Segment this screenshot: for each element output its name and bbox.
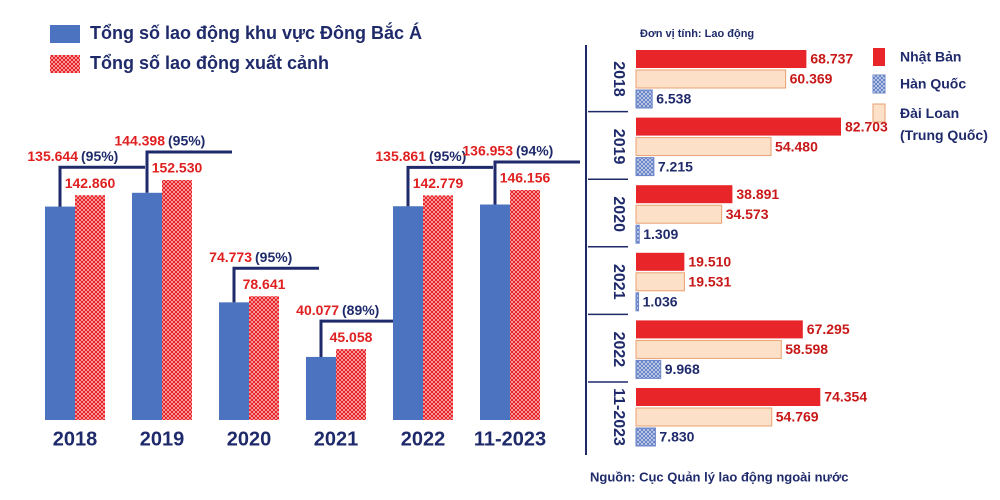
share-label: (95%) — [81, 148, 118, 164]
y-tick-label: 11-2023 — [610, 388, 627, 446]
x-tick-label: 2022 — [401, 428, 446, 450]
bar — [219, 302, 249, 420]
bar — [336, 349, 366, 420]
bar — [510, 190, 540, 420]
bar — [635, 292, 640, 312]
value-label: 6.538 — [656, 91, 691, 107]
value-label: 34.573 — [726, 206, 769, 222]
value-label: 19.531 — [688, 274, 731, 290]
bar — [480, 204, 510, 420]
bar — [636, 50, 807, 68]
value-label: 58.598 — [785, 341, 828, 357]
bar — [636, 185, 733, 204]
bar — [45, 206, 75, 420]
share-label: (95%) — [255, 249, 292, 265]
share-label: (89%) — [342, 302, 379, 318]
connector — [319, 319, 406, 357]
y-tick-label: 2022 — [610, 332, 627, 368]
y-tick-label: 2021 — [610, 264, 627, 300]
bar — [423, 195, 453, 420]
x-tick-label: 2018 — [53, 428, 98, 450]
bar — [635, 204, 723, 224]
value-label: 78.641 — [243, 276, 286, 292]
bar — [635, 137, 772, 157]
bar — [635, 339, 782, 359]
connector — [145, 150, 232, 193]
bar — [635, 89, 653, 109]
legend-swatch — [50, 55, 80, 73]
value-label: 60.369 — [790, 71, 833, 87]
share-label: (94%) — [516, 143, 553, 159]
connector — [58, 165, 145, 207]
bar — [636, 388, 821, 406]
bar — [306, 356, 336, 420]
value-label: 142.860 — [65, 175, 116, 191]
source: Nguồn: Cục Quản lý lao động ngoài nước — [590, 469, 848, 484]
bar — [635, 272, 685, 292]
bar — [162, 180, 192, 420]
value-label: 135.861 — [375, 148, 426, 164]
connector — [406, 165, 493, 207]
bar — [635, 224, 640, 244]
bar — [635, 69, 787, 89]
value-label: 74.354 — [824, 389, 867, 405]
bar — [393, 206, 423, 420]
legend-swatch — [872, 103, 886, 123]
bar — [636, 320, 803, 339]
value-label: 144.398 — [114, 133, 165, 149]
x-tick-label: 2019 — [140, 428, 185, 450]
value-label: 54.480 — [775, 138, 818, 154]
value-label: 67.295 — [807, 321, 850, 337]
share-label: (95%) — [429, 148, 466, 164]
legend-label: Tổng số lao động xuất cảnh — [90, 53, 329, 73]
bar — [636, 252, 685, 271]
y-tick-label: 2018 — [610, 61, 627, 97]
x-tick-label: 2020 — [227, 428, 272, 450]
bar — [636, 117, 841, 136]
legend-label: Nhật Bản — [900, 49, 961, 65]
bar — [635, 427, 656, 447]
value-label: 45.058 — [330, 329, 373, 345]
legend-swatch — [873, 48, 885, 66]
value-label: 152.530 — [152, 160, 203, 176]
unit-label: Đơn vị tính: Lao động — [640, 28, 754, 40]
value-label: 40.077 — [296, 302, 339, 318]
value-label: 38.891 — [736, 186, 779, 202]
x-tick-label: 2021 — [314, 428, 359, 450]
value-label: 1.309 — [643, 226, 678, 242]
value-label: 19.510 — [688, 254, 731, 270]
bar — [75, 195, 105, 420]
value-label: 142.779 — [413, 175, 464, 191]
value-label: 74.773 — [209, 249, 252, 265]
value-label: 54.769 — [776, 409, 819, 425]
value-label: 68.737 — [810, 51, 853, 67]
legend-swatch — [872, 74, 886, 94]
y-tick-label: 2019 — [610, 129, 627, 165]
x-tick-label: 11-2023 — [474, 428, 546, 450]
connector — [232, 266, 319, 303]
y-tick-label: 2020 — [610, 196, 627, 232]
value-label: 82.703 — [845, 118, 888, 134]
legend-label: Hàn Quốc — [900, 76, 966, 92]
share-label: (95%) — [168, 133, 205, 149]
value-label: 136.953 — [462, 143, 513, 159]
value-label: 9.968 — [665, 361, 700, 377]
value-label: 135.644 — [27, 148, 78, 164]
legend-label: Tổng số lao động khu vực Đông Bắc Á — [90, 22, 422, 43]
legend-swatch — [50, 25, 80, 43]
bar — [635, 157, 655, 177]
bar — [132, 192, 162, 420]
value-label: 7.215 — [658, 158, 693, 174]
connector — [493, 160, 580, 205]
value-label: 1.036 — [643, 294, 678, 310]
value-label: 146.156 — [500, 170, 551, 186]
bar — [635, 359, 662, 379]
bar — [249, 296, 279, 420]
legend-label: Đài Loan (Trung Quốc) — [900, 105, 988, 143]
value-label: 7.830 — [659, 429, 694, 445]
bar — [635, 407, 773, 427]
